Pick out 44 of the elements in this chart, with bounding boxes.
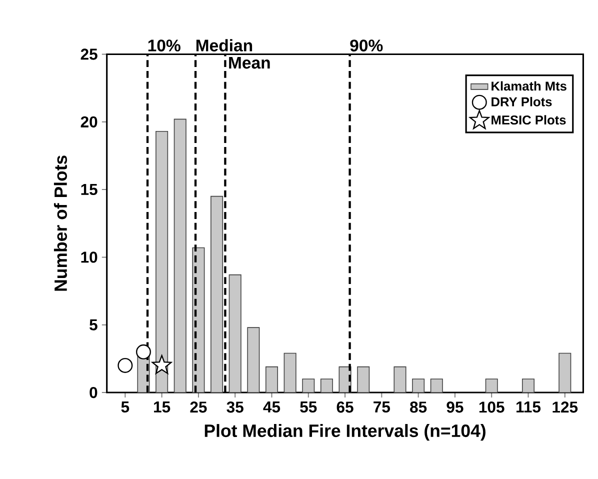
annotation: Mean: [229, 56, 270, 69]
legend-label: DRY Plots: [492, 96, 552, 106]
x-tick-label: 75: [374, 401, 390, 412]
bar: [156, 130, 168, 393]
legend-label: MESIC Plots: [492, 114, 566, 124]
bar: [284, 352, 296, 393]
annotation: Median: [196, 39, 252, 52]
bar: [430, 378, 443, 393]
annotation: 90%: [350, 39, 383, 52]
legend-label: Klamath Mts: [492, 81, 566, 90]
x-tick-label: 65: [336, 401, 354, 413]
bar: [485, 378, 498, 393]
y-tick-label: 20: [80, 116, 98, 128]
x-tick-label: 35: [226, 401, 244, 413]
x-tick-label: 85: [410, 401, 427, 413]
bar: [320, 378, 333, 393]
y-tick-label: 15: [81, 184, 98, 195]
y-tick-label: 25: [80, 48, 98, 60]
bar: [228, 274, 242, 393]
x-tick-label: 125: [552, 401, 578, 413]
bar: [210, 196, 224, 393]
y-tick-label: 10: [81, 251, 98, 263]
x-tick-label: 115: [516, 401, 541, 412]
annotation: 10%: [148, 39, 180, 52]
bar: [558, 352, 572, 393]
x-tick-label: 95: [446, 401, 464, 413]
x-tick-label: 45: [263, 401, 280, 412]
x-tick-label: 105: [479, 401, 504, 413]
bar: [522, 378, 535, 393]
bar: [265, 366, 278, 393]
bar: [302, 378, 315, 393]
y-axis-title: Number of Plots: [54, 155, 68, 291]
x-tick-label: 55: [300, 401, 317, 412]
x-axis-title: Plot Median Fire Intervals (n=104): [204, 424, 486, 440]
bar: [247, 327, 260, 393]
bar: [357, 366, 370, 393]
x-tick-label: 15: [154, 401, 170, 412]
bar: [174, 118, 186, 393]
x-tick-label: 5: [121, 401, 130, 412]
bar: [394, 366, 406, 393]
bar: [412, 378, 425, 393]
x-tick-label: 25: [190, 401, 207, 413]
y-tick-label: 0: [90, 386, 98, 398]
y-tick-label: 5: [90, 319, 98, 330]
